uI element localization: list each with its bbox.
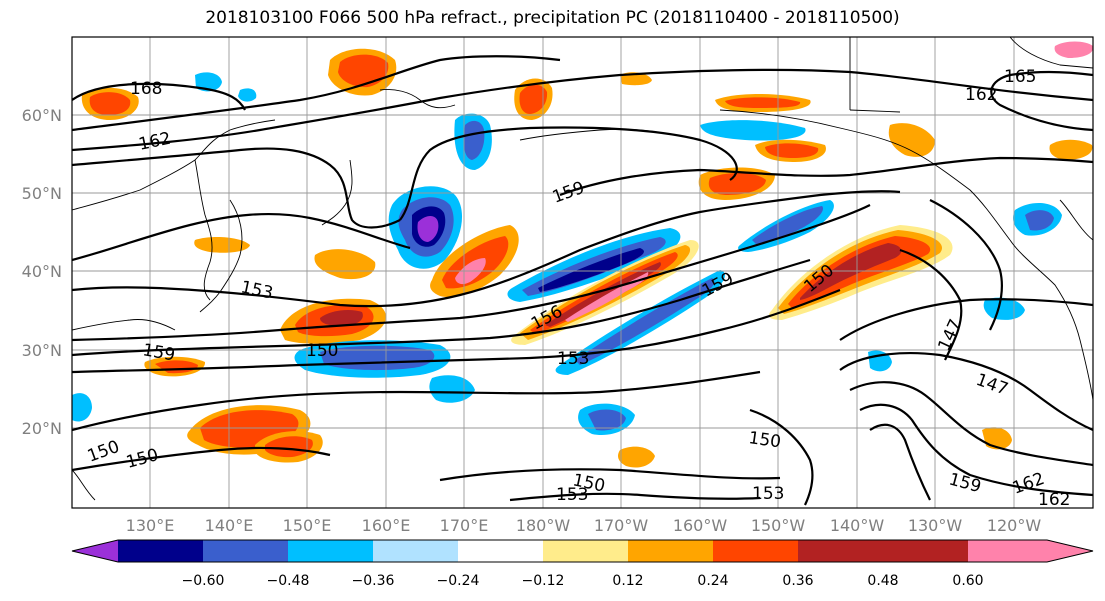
- colorbar-outline: [71, 539, 1094, 563]
- lon-label: 160°W: [673, 516, 728, 535]
- colorbar-tick-label: −0.48: [267, 573, 310, 589]
- colorbar-segment: [373, 540, 458, 562]
- lat-label: 50°N: [22, 184, 62, 203]
- contour-label: 168: [130, 79, 162, 99]
- colorbar-tick-label: −0.12: [522, 573, 565, 589]
- lon-label: 120°W: [987, 516, 1042, 535]
- colorbar-tick-label: −0.60: [182, 573, 225, 589]
- colorbar-tick-label: 0.24: [697, 573, 728, 589]
- colorbar-segment: [968, 540, 1047, 562]
- colorbar-tick-label: −0.36: [352, 573, 395, 589]
- lon-label: 160°E: [362, 516, 411, 535]
- colorbar-tick-label: 0.12: [612, 573, 643, 589]
- lon-label: 150°E: [283, 516, 332, 535]
- contour-label: 153: [556, 485, 588, 505]
- lon-label: 140°W: [830, 516, 885, 535]
- contour-label: 150: [306, 341, 338, 361]
- colorbar-segment: [203, 540, 288, 562]
- graticule: [72, 37, 1093, 508]
- map-title: 2018103100 F066 500 hPa refract., precip…: [205, 8, 900, 28]
- lat-label: 60°N: [22, 106, 62, 125]
- colorbar-segment: [713, 540, 798, 562]
- lat-label: 20°N: [22, 419, 62, 438]
- lon-label: 180°W: [516, 516, 571, 535]
- longitude-labels: 130°E 140°E 150°E 160°E 170°E 180°W 170°…: [126, 516, 1042, 535]
- colorbar-segment: [118, 540, 203, 562]
- lat-label: 40°N: [22, 262, 62, 281]
- colorbar-segment: [798, 540, 883, 562]
- colorbar-segment: [288, 540, 373, 562]
- contour-label: 153: [557, 349, 589, 369]
- colorbar: −0.60 −0.48 −0.36 −0.24 −0.12 0.12 0.24 …: [71, 539, 1094, 589]
- colorbar-segment: [543, 540, 628, 562]
- lon-label: 170°W: [594, 516, 649, 535]
- latitude-labels: 20°N 30°N 40°N 50°N 60°N: [22, 106, 62, 438]
- contour-label: 150: [747, 428, 782, 452]
- contour-label: 165: [1004, 67, 1036, 87]
- colorbar-segment: [883, 540, 968, 562]
- lon-label: 130°E: [126, 516, 175, 535]
- contour-label: 153: [752, 484, 784, 504]
- plot-frame: [71, 36, 1094, 509]
- colorbar-tick-label: −0.24: [437, 573, 480, 589]
- colorbar-tick-label: 0.36: [782, 573, 813, 589]
- colorbar-segment: [458, 540, 543, 562]
- coastlines: [72, 37, 1093, 501]
- lon-label: 150°W: [751, 516, 806, 535]
- colorbar-segment: [628, 540, 713, 562]
- lon-label: 170°E: [440, 516, 489, 535]
- lon-label: 140°E: [205, 516, 254, 535]
- colorbar-tick-label: 0.48: [867, 573, 898, 589]
- contour-lines: [72, 55, 1093, 506]
- lat-label: 30°N: [22, 341, 62, 360]
- colorbar-tick-label: 0.60: [952, 573, 983, 589]
- colorbar-extend-high: [1047, 540, 1093, 562]
- lon-label: 130°W: [908, 516, 963, 535]
- contour-label: 162: [1038, 490, 1070, 510]
- contour-label: 162: [965, 85, 997, 105]
- colorbar-extend-low: [72, 540, 118, 562]
